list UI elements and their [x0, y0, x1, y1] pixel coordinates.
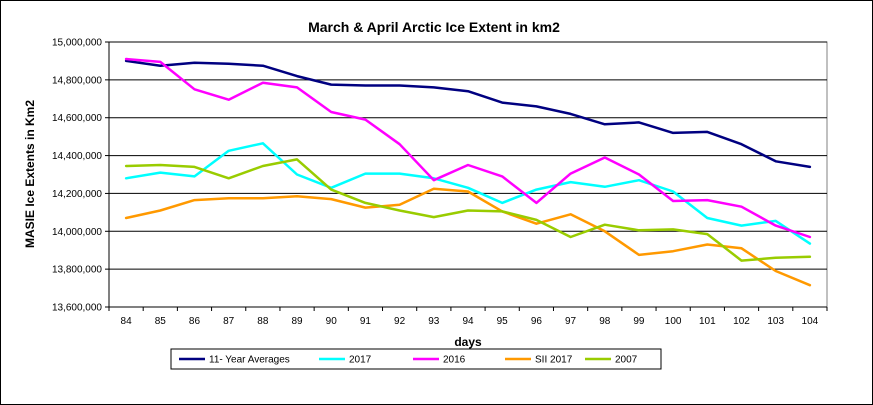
y-tick-label: 14,000,000 [52, 227, 102, 238]
y-tick-label: 14,600,000 [52, 113, 102, 124]
legend-label-sii-2017: SII 2017 [535, 355, 573, 366]
plot-area [108, 41, 828, 308]
series-lines [124, 57, 812, 287]
y-tick-label: 13,800,000 [52, 265, 102, 276]
x-tick-label: 97 [565, 316, 577, 327]
x-tick-label: 91 [360, 316, 372, 327]
x-tick-label: 90 [326, 316, 338, 327]
legend-label-2016: 2016 [443, 355, 466, 366]
y-tick-label: 13,600,000 [52, 303, 102, 314]
y-tick-label: 14,200,000 [52, 189, 102, 200]
y-tick-label: 15,000,000 [52, 38, 102, 49]
x-tick-label: 93 [428, 316, 440, 327]
x-tick-label: 104 [802, 316, 819, 327]
legend-label-2007: 2007 [615, 355, 638, 366]
gridlines [109, 41, 827, 270]
legend: 11- Year Averages 2017 2016 SII 2017 2007 [170, 348, 662, 370]
series-line-11-year-averages [124, 59, 812, 169]
x-tick-label: 98 [599, 316, 611, 327]
x-tick-label: 95 [497, 316, 509, 327]
chart-title: March & April Arctic Ice Extent in km2 [308, 19, 560, 35]
x-tick-label: 94 [462, 316, 474, 327]
x-tick-label: 89 [291, 316, 303, 327]
x-tick-label: 84 [121, 316, 133, 327]
series-line-2017 [124, 142, 812, 245]
x-tick-label: 101 [699, 316, 716, 327]
x-tick-label: 87 [223, 316, 235, 327]
series-line-2016 [124, 57, 812, 239]
axes: 13,600,000 13,800,000 14,000,000 14,200,000… [52, 38, 828, 327]
x-tick-label: 103 [767, 316, 784, 327]
x-tick-label: 99 [633, 316, 645, 327]
legend-label-11-year-averages: 11- Year Averages [209, 355, 290, 366]
x-tick-label: 86 [189, 316, 201, 327]
x-tick-label: 85 [155, 316, 167, 327]
x-axis-label: days [454, 335, 482, 349]
x-tick-label: 92 [394, 316, 406, 327]
x-tick-label: 102 [733, 316, 750, 327]
x-tick-label: 88 [257, 316, 269, 327]
series-line-sii-2017 [124, 187, 812, 287]
legend-label-2017: 2017 [349, 355, 372, 366]
x-tick-label: 96 [531, 316, 543, 327]
x-tick-label: 100 [665, 316, 682, 327]
series-line-2007 [124, 158, 812, 262]
y-tick-label: 14,400,000 [52, 151, 102, 162]
y-tick-label: 14,800,000 [52, 75, 102, 86]
y-axis-label: MASIE Ice Extents in Km2 [23, 100, 37, 248]
